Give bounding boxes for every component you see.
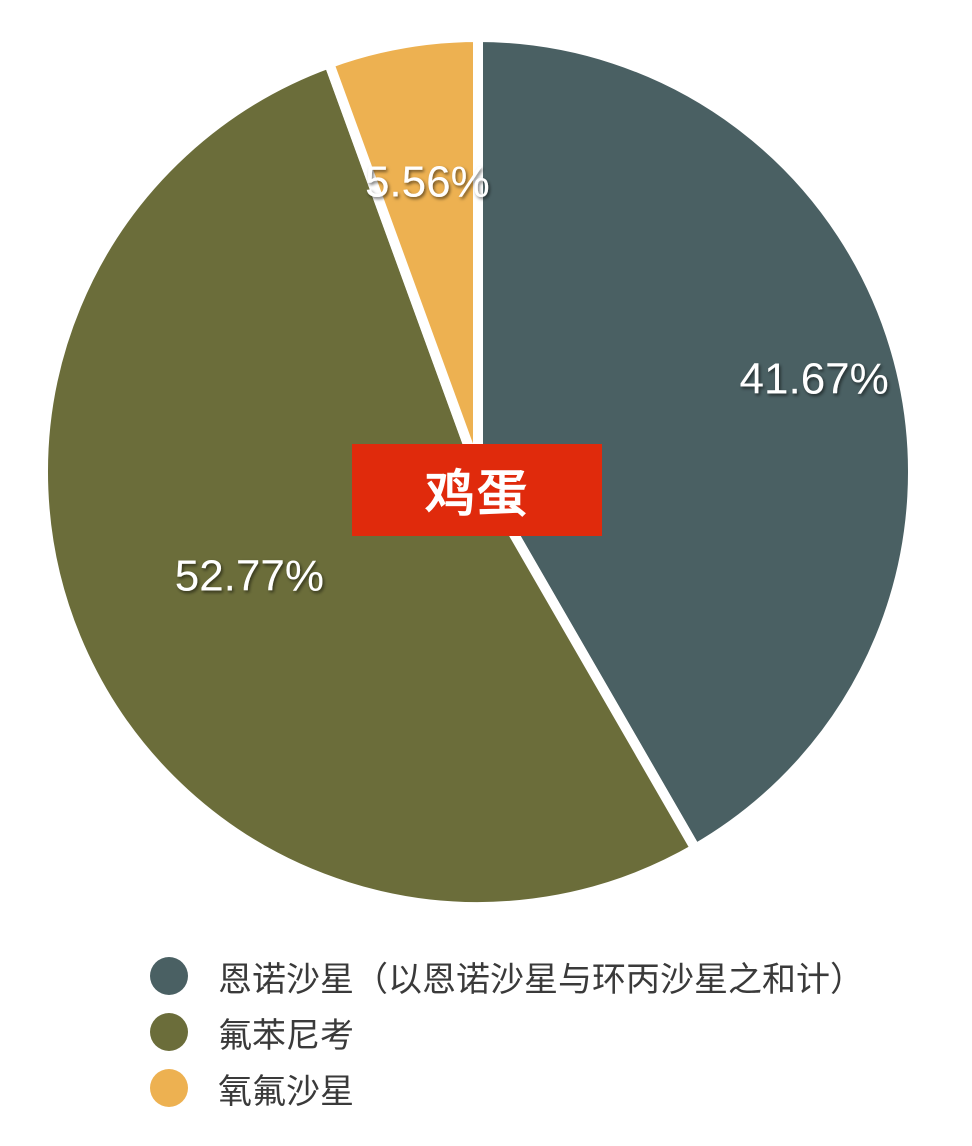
pie-slices [38, 32, 918, 912]
legend-label-florfenicol: 氟苯尼考 [218, 1015, 354, 1056]
legend-swatch-florfenicol [150, 1013, 188, 1051]
slice-label-ofloxacin: 5.56% [365, 158, 490, 207]
center-label-box: 鸡蛋 [352, 444, 602, 536]
legend-label-enrofloxacin: 恩诺沙星（以恩诺沙星与环丙沙星之和计） [218, 959, 864, 1000]
pie-slice-enrofloxacin [473, 32, 918, 854]
legend-swatch-ofloxacin [150, 1069, 188, 1107]
legend-label-ofloxacin: 氧氟沙星 [218, 1071, 354, 1112]
center-label: 鸡蛋 [425, 465, 529, 523]
legend-item-florfenicol: 氟苯尼考 [150, 1004, 962, 1060]
slice-label-enrofloxacin: 41.67% [740, 355, 889, 404]
pie-slice-ofloxacin [324, 32, 483, 477]
legend: 恩诺沙星（以恩诺沙星与环丙沙星之和计） 氟苯尼考 氧氟沙星 [150, 948, 962, 1116]
legend-swatch-enrofloxacin [150, 957, 188, 995]
pie-chart: 41.67% 52.77% 5.56% [38, 32, 918, 912]
slice-label-florfenicol: 52.77% [175, 551, 324, 600]
pie-slice-labels: 41.67% 52.77% 5.56% [175, 158, 889, 601]
legend-item-enrofloxacin: 恩诺沙星（以恩诺沙星与环丙沙星之和计） [150, 948, 962, 1004]
legend-item-ofloxacin: 氧氟沙星 [150, 1060, 962, 1116]
